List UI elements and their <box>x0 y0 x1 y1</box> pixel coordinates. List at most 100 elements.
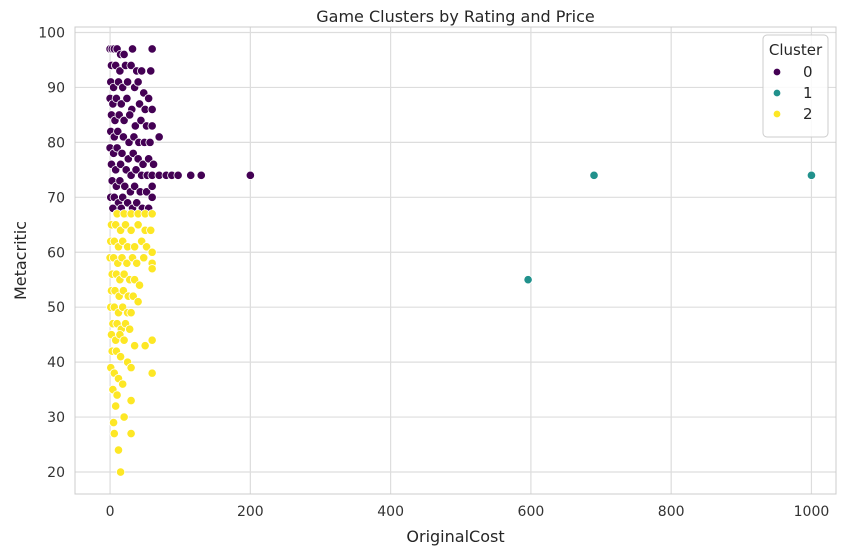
y-tick-label: 40 <box>47 355 65 371</box>
data-point <box>147 181 157 191</box>
plot-frame <box>74 26 837 495</box>
y-tick-label: 90 <box>47 80 65 96</box>
data-point <box>132 258 142 268</box>
data-point <box>126 363 136 373</box>
data-point <box>147 121 157 131</box>
data-point <box>122 93 132 104</box>
data-point <box>112 390 122 400</box>
legend-label: 1 <box>803 84 813 102</box>
legend-item: 1 <box>772 84 813 102</box>
x-tick-label: 600 <box>518 504 545 520</box>
data-point <box>126 60 136 71</box>
y-tick-label: 20 <box>47 465 65 481</box>
data-point <box>147 247 157 257</box>
y-tick-label: 50 <box>47 300 65 316</box>
y-tick-label: 60 <box>47 245 65 261</box>
x-axis-label: OriginalCost <box>406 527 504 546</box>
data-point <box>109 428 119 439</box>
data-point <box>108 417 119 428</box>
data-point <box>806 170 817 180</box>
series-2 <box>105 209 157 477</box>
x-tick-label: 1000 <box>794 504 830 520</box>
data-point <box>127 44 138 54</box>
data-point <box>173 170 183 180</box>
data-point <box>119 49 129 60</box>
data-point <box>119 412 129 422</box>
legend: Cluster 0 1 2 <box>762 34 829 138</box>
y-tick-label: 80 <box>47 135 65 151</box>
data-point <box>125 324 135 334</box>
data-point <box>123 77 133 87</box>
data-point <box>136 115 146 126</box>
data-point <box>111 401 121 411</box>
data-point <box>118 379 128 389</box>
data-point <box>148 159 159 169</box>
data-point <box>145 137 155 147</box>
data-point <box>186 170 196 180</box>
data-point <box>147 209 157 219</box>
data-point <box>116 99 126 109</box>
data-point <box>133 297 143 307</box>
data-point <box>130 121 140 131</box>
x-tick-labels: 0 200 400 600 800 1000 <box>106 504 830 520</box>
data-point <box>113 445 124 455</box>
y-tick-label: 30 <box>47 410 65 426</box>
data-point <box>147 335 157 345</box>
data-point <box>115 352 126 362</box>
data-point <box>144 93 154 104</box>
data-point <box>139 253 149 263</box>
data-point <box>147 44 157 54</box>
data-point <box>154 132 164 142</box>
data-point <box>134 99 145 109</box>
legend-label: 2 <box>803 105 813 123</box>
data-point <box>126 225 136 235</box>
grid-lines <box>75 27 836 494</box>
data-point <box>125 110 135 120</box>
x-tick-label: 0 <box>106 504 115 520</box>
data-point <box>126 395 136 406</box>
data-point <box>130 341 140 351</box>
data-point <box>147 368 157 378</box>
data-point <box>115 159 126 169</box>
data-point <box>130 181 140 191</box>
data-point <box>196 170 206 180</box>
data-point <box>115 66 125 76</box>
data-point <box>118 132 128 142</box>
data-point <box>117 148 127 158</box>
data-points <box>105 44 817 477</box>
legend-item: 0 <box>772 63 813 81</box>
y-tick-labels: 20 30 40 50 60 70 80 90 100 <box>38 25 65 481</box>
x-tick-label: 800 <box>658 504 685 520</box>
data-point <box>146 225 156 235</box>
data-point <box>130 242 140 252</box>
data-point <box>113 126 123 136</box>
x-tick-label: 200 <box>237 504 264 520</box>
data-point <box>146 66 156 76</box>
data-point <box>120 220 131 230</box>
y-tick-label: 100 <box>38 25 65 41</box>
data-point <box>132 198 142 208</box>
data-point <box>133 220 143 230</box>
data-point <box>133 77 143 87</box>
data-point <box>122 258 132 268</box>
data-point <box>138 159 148 169</box>
data-point <box>126 308 136 318</box>
data-point <box>141 242 152 252</box>
data-point <box>134 280 145 290</box>
legend-title: Cluster <box>769 41 823 59</box>
y-axis-label: Metacritic <box>11 221 30 300</box>
data-point <box>147 104 157 115</box>
data-point <box>115 467 126 477</box>
legend-label: 0 <box>803 63 813 81</box>
legend-item: 2 <box>772 105 813 123</box>
data-point <box>147 264 157 274</box>
legend-marker <box>772 109 782 119</box>
chart-title: Game Clusters by Rating and Price <box>316 7 595 26</box>
data-point <box>245 170 255 180</box>
data-point <box>589 170 599 180</box>
data-point <box>119 115 129 126</box>
data-point <box>119 335 129 345</box>
y-tick-label: 70 <box>47 190 65 206</box>
series-0 <box>105 44 255 219</box>
